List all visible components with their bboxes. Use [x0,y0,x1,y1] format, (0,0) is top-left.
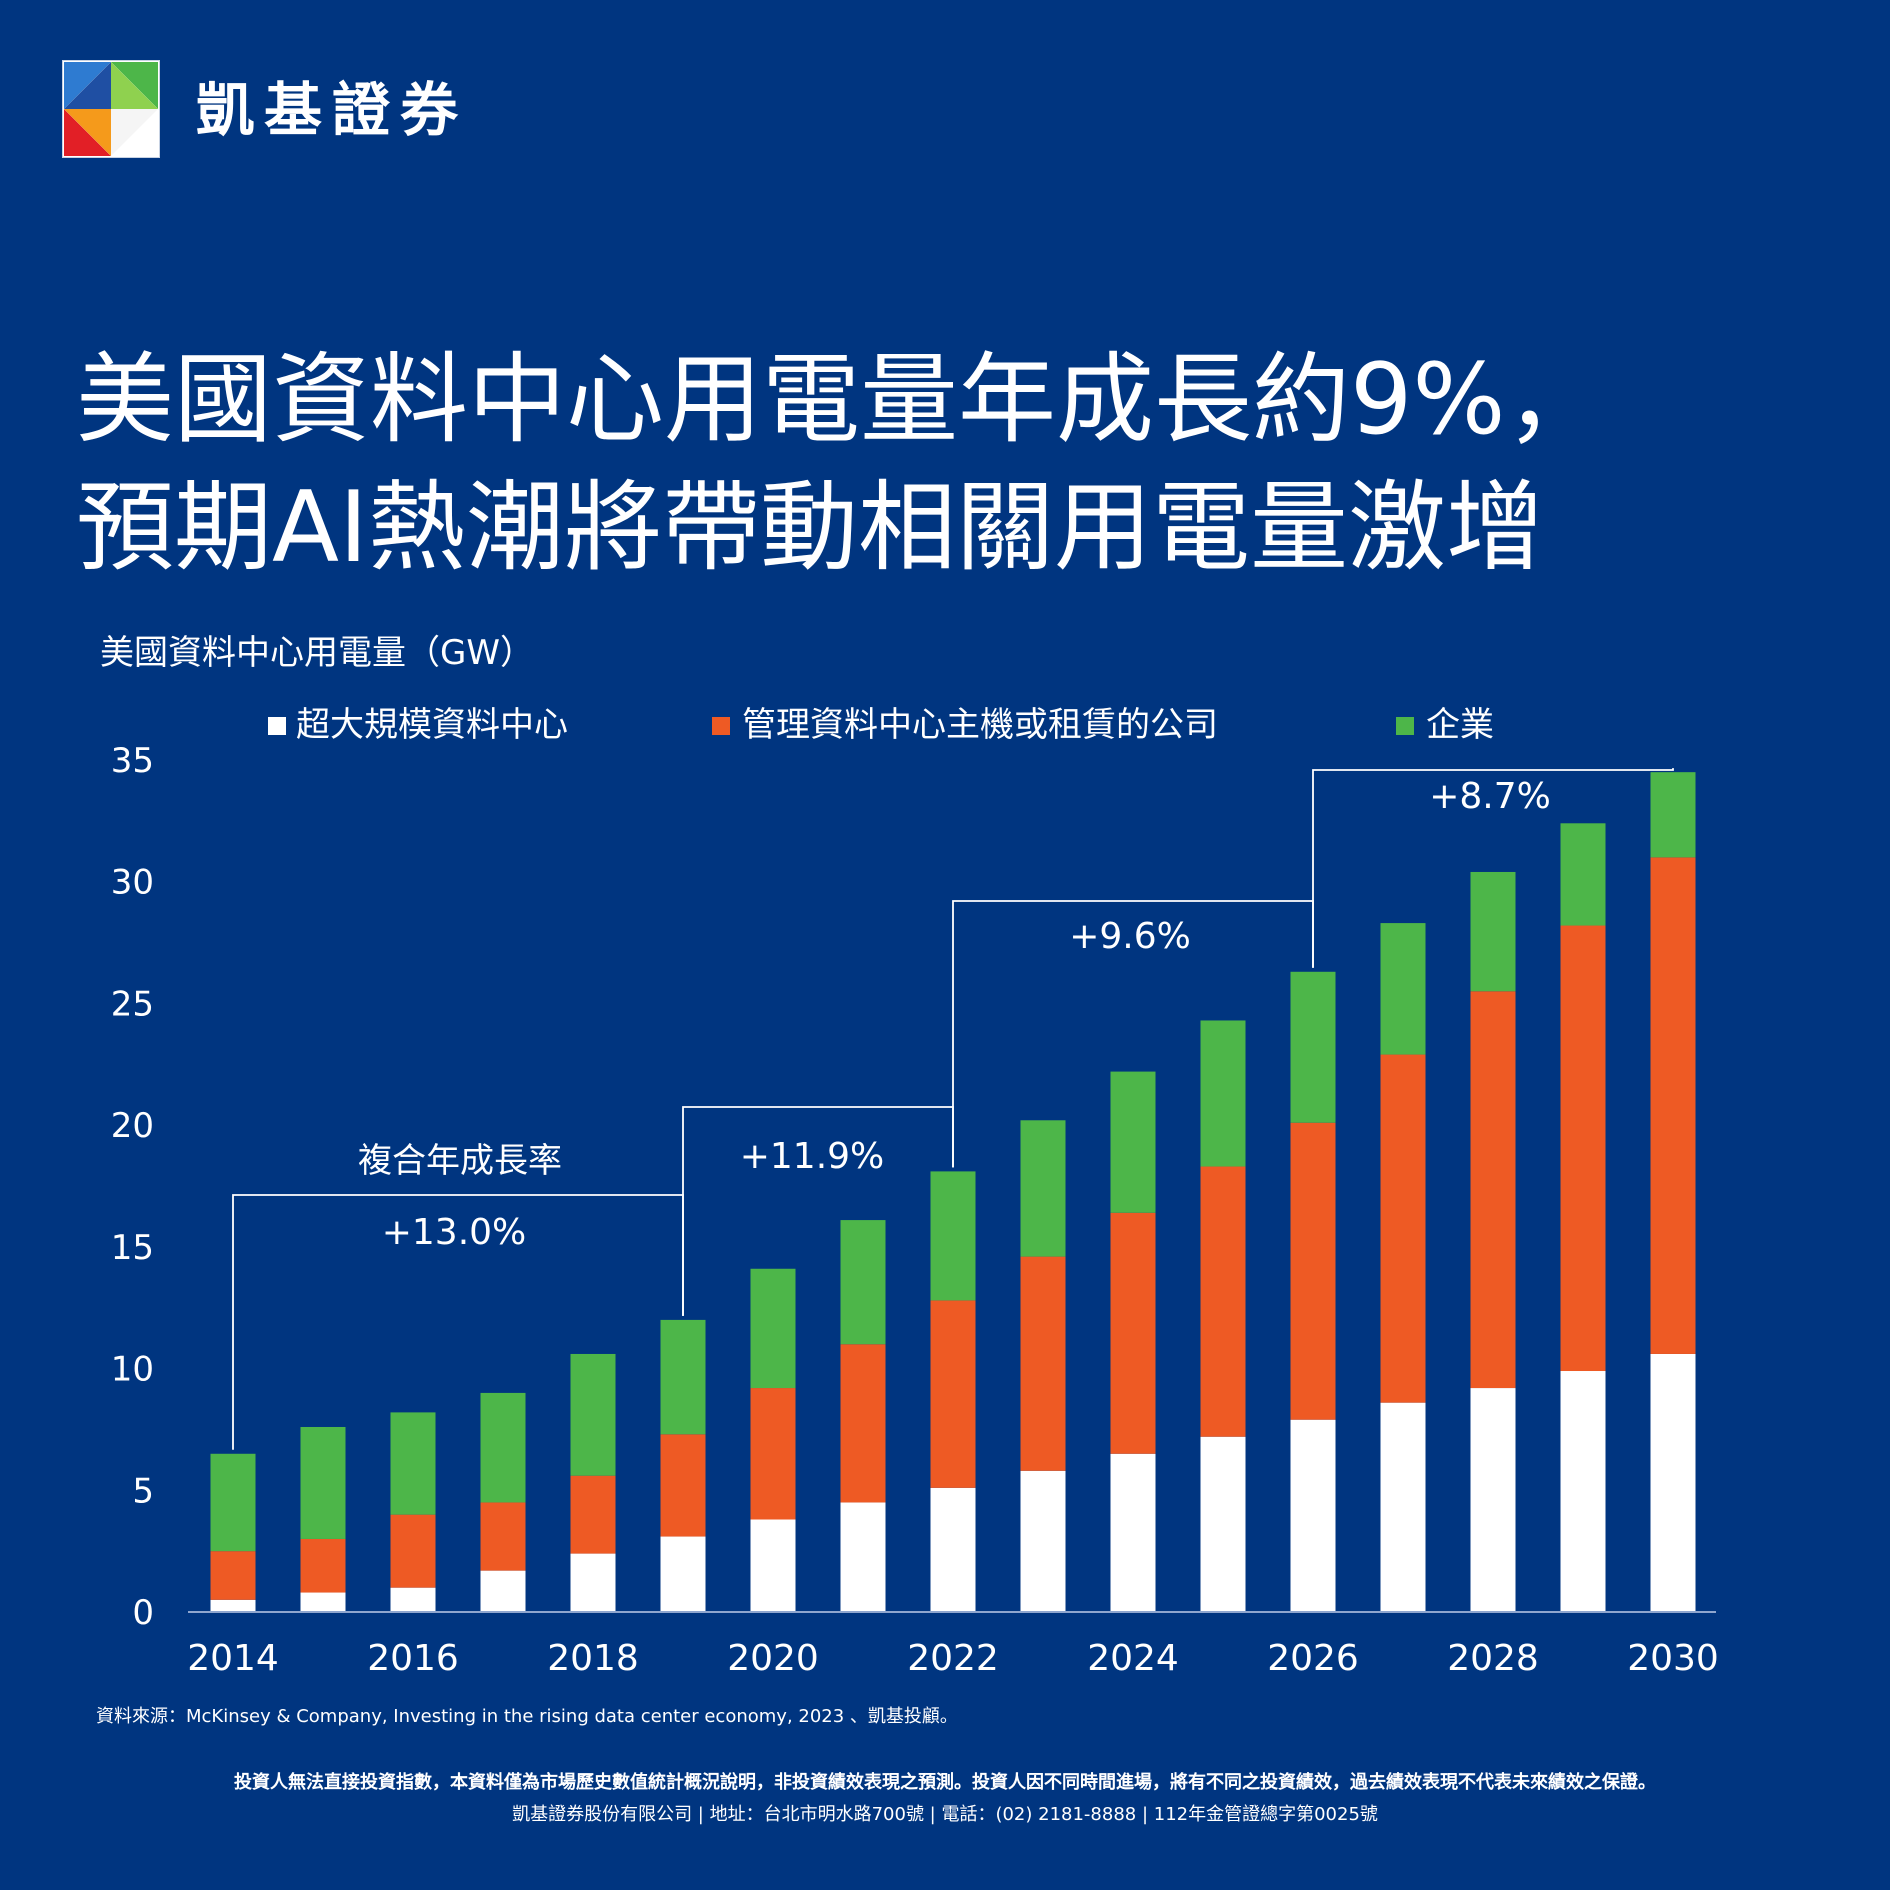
bar-segment-colocation [930,1300,976,1488]
bar-segment-colocation [840,1344,886,1503]
bar-segment-colocation [300,1538,346,1593]
bar-segment-enterprise [1470,871,1516,992]
bar-segment-enterprise [1560,823,1606,926]
cagr-title: 複合年成長率 [358,1141,562,1181]
x-tick-label: 2026 [1267,1638,1359,1679]
cagr-label-2019-2022: +11.9% [740,1136,885,1177]
y-tick-label: 35 [111,741,154,781]
data-source-note: 資料來源：McKinsey & Company, Investing in th… [96,1706,958,1727]
y-tick-label: 0 [132,1593,154,1633]
bar-segment-enterprise [1650,772,1696,858]
bar-segment-hyperscale [390,1587,436,1612]
bar-segment-colocation [1560,925,1606,1372]
bar-segment-enterprise [1200,1020,1246,1167]
y-tick-label: 20 [111,1106,154,1146]
bar-segment-enterprise [480,1392,526,1503]
legend-label-colocation: 管理資料中心主機或租賃的公司 [742,705,1218,745]
bar-segment-enterprise [210,1453,256,1552]
y-tick-label: 25 [111,984,154,1024]
bar-segment-hyperscale [1380,1402,1426,1612]
brand-name: 凱基證券 [196,76,469,144]
bar-segment-hyperscale [1560,1371,1606,1612]
bars [210,772,1696,1612]
disclaimer-text: 投資人無法直接投資指數，本資料僅為市場歷史數值統計概況說明，非投資績效表現之預測… [234,1772,1656,1793]
page-title: 美國資料中心用電量年成長約9%， 預期AI熱潮將帶動相關用電量激增 [76,336,1856,592]
company-footer: 凱基證券股份有限公司 | 地址：台北市明水路700號 | 電話：(02) 218… [512,1804,1378,1825]
legend-swatch-colocation [712,717,730,735]
bar-segment-colocation [390,1514,436,1588]
bar-segment-hyperscale [480,1570,526,1612]
bar-segment-colocation [660,1434,706,1537]
bar-segment-enterprise [1290,971,1336,1123]
bar-segment-hyperscale [1650,1353,1696,1612]
y-axis-ticks: 0 5 10 15 20 25 30 35 [111,741,154,1633]
bar-segment-hyperscale [210,1599,256,1612]
bar-segment-colocation [1650,857,1696,1354]
x-axis-ticks: 2014 2016 2018 2020 2022 2024 2026 2028 2030 [187,1638,1719,1679]
title-line-2: 預期AI熱潮將帶動相關用電量激增 [76,471,1544,585]
bar-segment-enterprise [840,1220,886,1345]
x-tick-label: 2024 [1087,1638,1179,1679]
x-tick-label: 2016 [367,1638,459,1679]
y-axis-title: 美國資料中心用電量（GW） [100,633,534,673]
bar-segment-colocation [480,1502,526,1571]
bar-segment-enterprise [930,1171,976,1301]
legend-swatch-hyperscale [268,717,286,735]
legend-swatch-enterprise [1396,717,1414,735]
x-tick-label: 2020 [727,1638,819,1679]
bar-segment-colocation [1290,1122,1336,1420]
stacked-bar-chart: 美國資料中心用電量（GW） 超大規模資料中心 管理資料中心主機或租賃的公司 企業… [100,633,1719,1679]
cagr-label-2014-2019: +13.0% [382,1212,527,1253]
bar-segment-hyperscale [300,1592,346,1612]
bar-segment-hyperscale [1200,1436,1246,1612]
title-line-1: 美國資料中心用電量年成長約9%， [76,343,1604,457]
bar-segment-hyperscale [1470,1388,1516,1612]
legend: 超大規模資料中心 管理資料中心主機或租賃的公司 企業 [268,705,1494,745]
bar-segment-hyperscale [570,1553,616,1612]
y-tick-label: 30 [111,863,154,903]
bar-segment-hyperscale [1290,1419,1336,1612]
bar-segment-colocation [1380,1054,1426,1403]
y-tick-label: 5 [132,1471,154,1511]
bar-segment-enterprise [570,1353,616,1476]
y-tick-label: 15 [111,1228,154,1268]
y-tick-label: 10 [111,1350,154,1390]
cagr-label-2026-2030: +8.7% [1429,776,1551,817]
bar-segment-enterprise [390,1412,436,1515]
x-tick-label: 2018 [547,1638,639,1679]
bar-segment-hyperscale [840,1502,886,1612]
x-tick-label: 2014 [187,1638,279,1679]
bar-segment-colocation [1470,991,1516,1389]
bar-segment-colocation [570,1475,616,1554]
bar-segment-colocation [1110,1212,1156,1454]
legend-label-hyperscale: 超大規模資料中心 [296,705,568,745]
bar-segment-enterprise [660,1319,706,1435]
bar-segment-hyperscale [1110,1453,1156,1612]
bar-segment-colocation [750,1388,796,1520]
bar-segment-enterprise [1110,1071,1156,1213]
bar-segment-enterprise [1380,923,1426,1055]
bar-segment-hyperscale [750,1519,796,1612]
bar-segment-hyperscale [660,1536,706,1612]
bar-segment-enterprise [300,1426,346,1539]
cagr-brackets [232,768,1674,1450]
x-tick-label: 2022 [907,1638,999,1679]
cagr-label-2022-2026: +9.6% [1069,916,1191,957]
bar-segment-hyperscale [1020,1470,1066,1612]
cagr-bracket-4 [1312,768,1674,968]
x-tick-label: 2030 [1627,1638,1719,1679]
x-tick-label: 2028 [1447,1638,1539,1679]
brand-logo-icon [62,60,160,158]
bar-segment-colocation [1200,1166,1246,1437]
bar-segment-colocation [210,1551,256,1600]
legend-label-enterprise: 企業 [1426,705,1494,745]
bar-segment-enterprise [750,1268,796,1389]
bar-segment-enterprise [1020,1120,1066,1257]
bar-segment-hyperscale [930,1487,976,1612]
bar-segment-colocation [1020,1256,1066,1471]
